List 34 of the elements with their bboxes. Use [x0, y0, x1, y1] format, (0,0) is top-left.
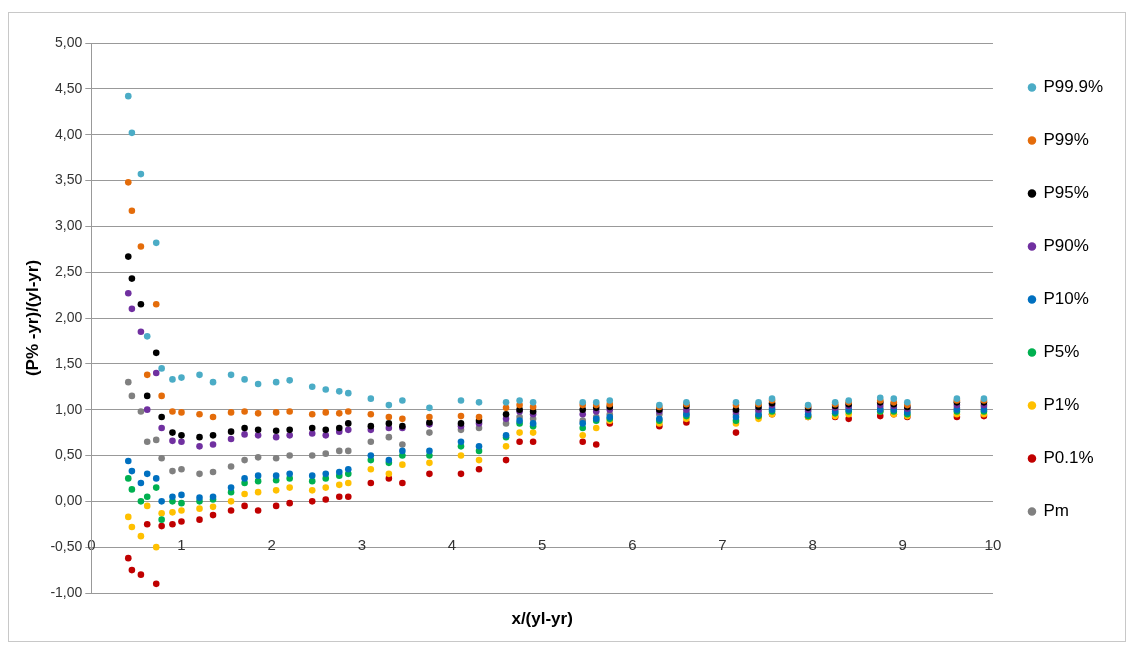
y-tick-label: 3,00 — [55, 217, 83, 234]
legend-label: P99% — [1043, 130, 1089, 150]
y-tick-label: 2,00 — [55, 308, 83, 325]
legend-label: P0.1% — [1043, 448, 1094, 468]
x-tick-label: 8 — [808, 536, 817, 554]
x-tick-label: 10 — [984, 536, 1002, 554]
y-tick-label: 1,00 — [55, 400, 83, 417]
y-tick-label: 3,50 — [55, 171, 83, 188]
y-tick-label: 5,00 — [55, 33, 83, 50]
legend-label: P5% — [1043, 342, 1080, 362]
x-tick-label: 1 — [177, 536, 186, 554]
y-tick-label: -0,50 — [50, 538, 83, 555]
legend-label: P10% — [1043, 289, 1089, 309]
y-tick-label: 0,00 — [55, 492, 83, 509]
y-tick-label: 2,50 — [55, 263, 83, 280]
y-tick-label: 4,50 — [55, 79, 83, 96]
y-tick-label: 1,50 — [55, 354, 83, 371]
y-tick-label: -1,00 — [50, 583, 83, 600]
x-axis-title: x/(yl-yr) — [511, 608, 573, 628]
legend-label: P95% — [1043, 183, 1089, 203]
legend-label: Pm — [1043, 501, 1069, 521]
x-tick-label: 5 — [537, 536, 547, 554]
legend-label: P99.9% — [1043, 77, 1104, 97]
legend-label: P90% — [1043, 236, 1089, 256]
y-tick-label: 0,50 — [55, 446, 83, 463]
y-axis-title: (P% -yr)/(yl-yr) — [22, 259, 42, 377]
x-tick-label: 4 — [447, 536, 457, 554]
x-tick-label: 6 — [628, 536, 637, 554]
x-tick-label: 9 — [898, 536, 907, 554]
y-tick-label: 4,00 — [55, 125, 83, 142]
legend-label: P1% — [1043, 395, 1080, 415]
x-tick-label: 3 — [357, 536, 366, 554]
x-tick-label: 7 — [718, 536, 727, 554]
x-tick-label: 2 — [267, 536, 276, 554]
